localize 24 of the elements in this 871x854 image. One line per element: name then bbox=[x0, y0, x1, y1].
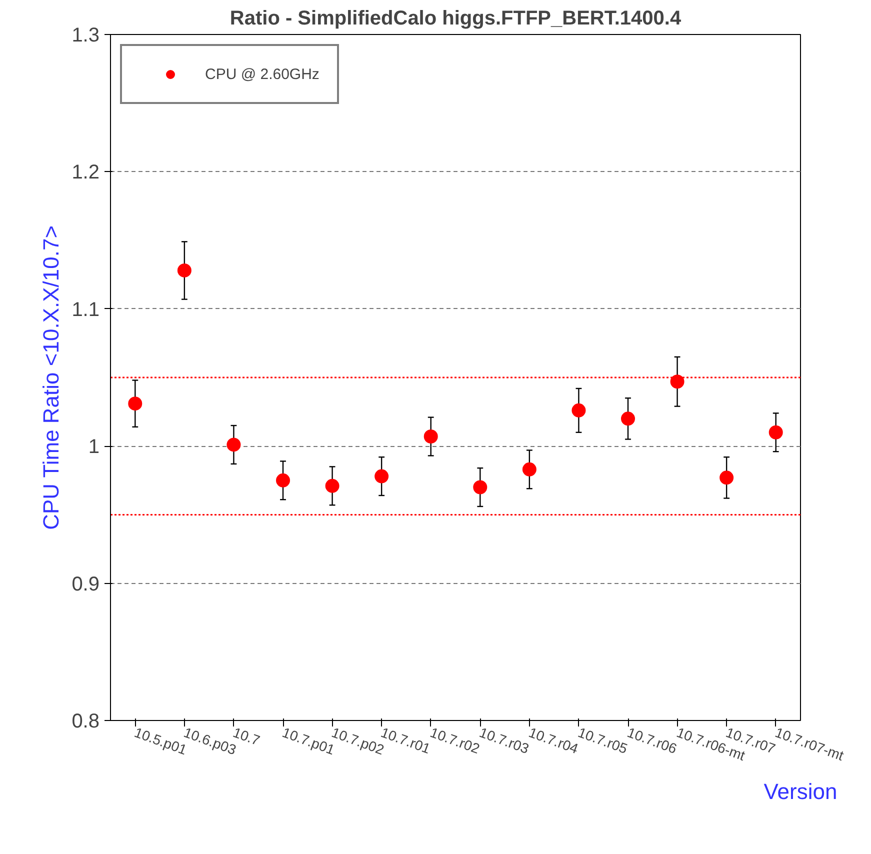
point bbox=[473, 480, 488, 494]
point bbox=[128, 396, 142, 411]
y-tick-label: 0.8 bbox=[72, 710, 100, 732]
point bbox=[720, 470, 734, 485]
point bbox=[177, 263, 192, 278]
y-tick-label: 0.9 bbox=[72, 573, 100, 596]
point bbox=[424, 430, 438, 444]
point bbox=[374, 469, 389, 484]
point bbox=[621, 412, 635, 426]
point bbox=[522, 462, 536, 476]
y-axis-title: CPU Time Ratio <10.X.X/10.7> bbox=[38, 225, 64, 530]
point bbox=[572, 403, 586, 418]
point bbox=[325, 478, 340, 493]
chart-title: Ratio - SimplifiedCalo higgs.FTFP_BERT.1400.4 bbox=[230, 8, 682, 30]
legend-label: CPU @ 2.60GHz bbox=[205, 66, 320, 82]
y-tick-label: 1.1 bbox=[72, 298, 100, 321]
point bbox=[226, 438, 241, 452]
point bbox=[768, 425, 783, 440]
x-axis-title: Version bbox=[764, 779, 838, 804]
point bbox=[276, 473, 290, 488]
y-tick-label: 1 bbox=[88, 436, 100, 458]
point bbox=[670, 374, 684, 389]
y-tick-label: 1.2 bbox=[72, 162, 100, 184]
y-tick-label: 1.3 bbox=[72, 24, 100, 46]
